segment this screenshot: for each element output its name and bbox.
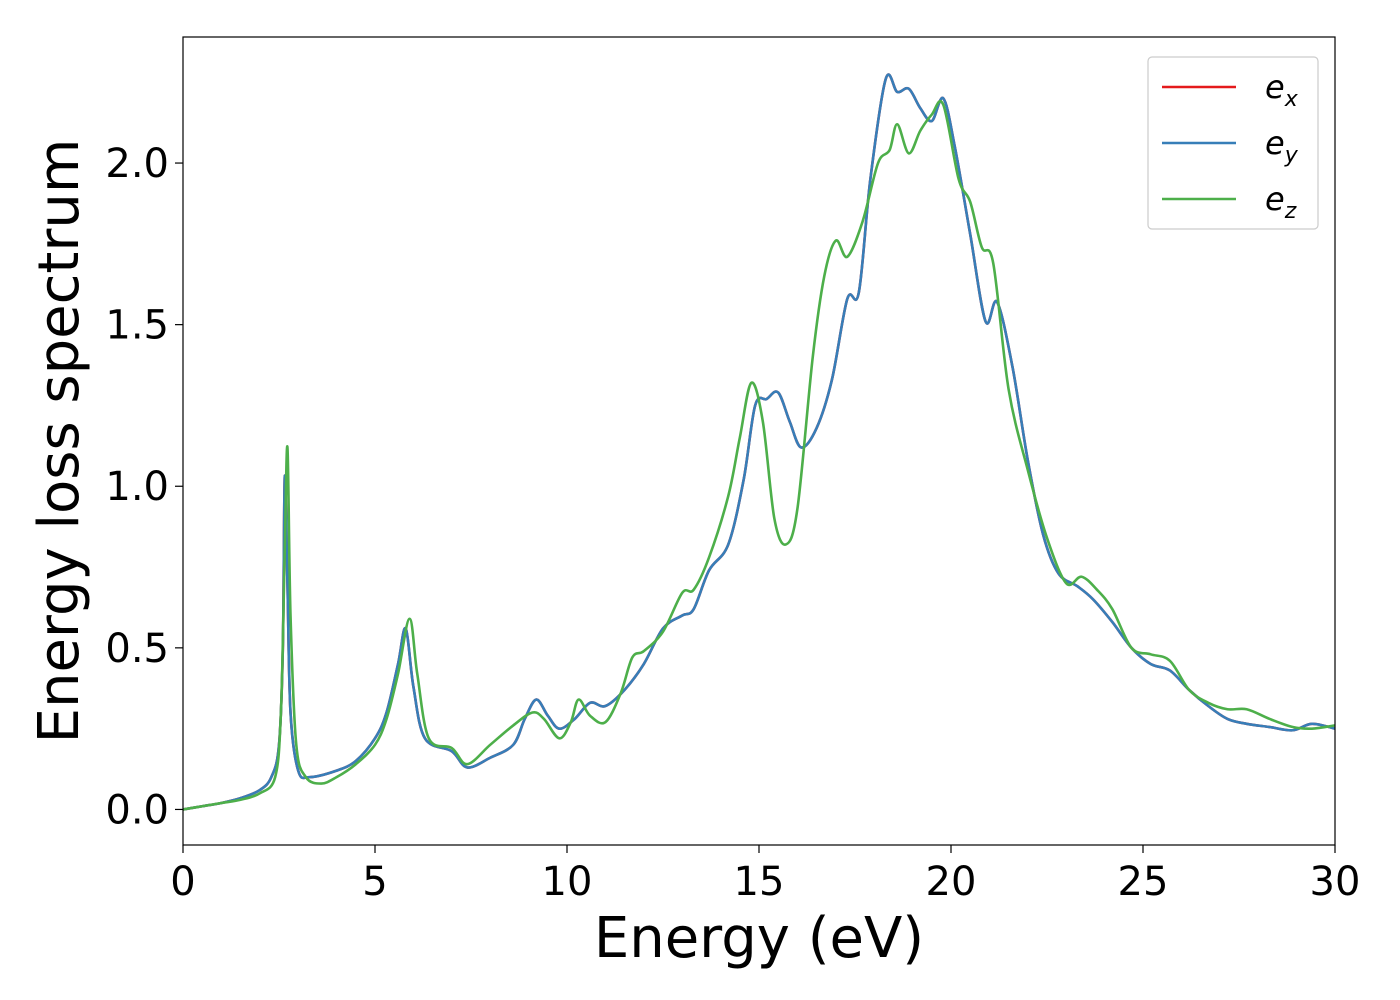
y-tick-label: 1.0 [105,464,169,510]
y-tick-label: 1.5 [105,303,169,349]
x-axis-label: Energy (eV) [594,906,924,971]
y-tick-label: 0.5 [105,626,169,672]
y-axis-label: Energy loss spectrum [27,139,92,744]
series-layer [183,73,1335,811]
x-axis-ticks: 0 5 10 15 20 25 30 [170,845,1360,905]
x-tick-label: 30 [1310,859,1361,905]
series-line-z [183,99,1335,811]
legend-label-z: ez [1265,180,1297,224]
y-axis-ticks: 0.0 0.5 1.0 1.5 2.0 [105,141,183,833]
legend-label-y: ey [1265,124,1299,168]
x-tick-label: 25 [1118,859,1169,905]
x-tick-label: 15 [734,859,785,905]
x-tick-label: 10 [542,859,593,905]
legend: ex ey ez [1147,56,1319,230]
x-tick-label: 0 [170,859,195,905]
x-tick-label: 20 [926,859,977,905]
x-tick-label: 5 [362,859,387,905]
legend-label-x: ex [1265,68,1299,112]
y-tick-label: 2.0 [105,141,169,187]
plot-frame [182,36,1336,846]
y-tick-label: 0.0 [105,787,169,833]
